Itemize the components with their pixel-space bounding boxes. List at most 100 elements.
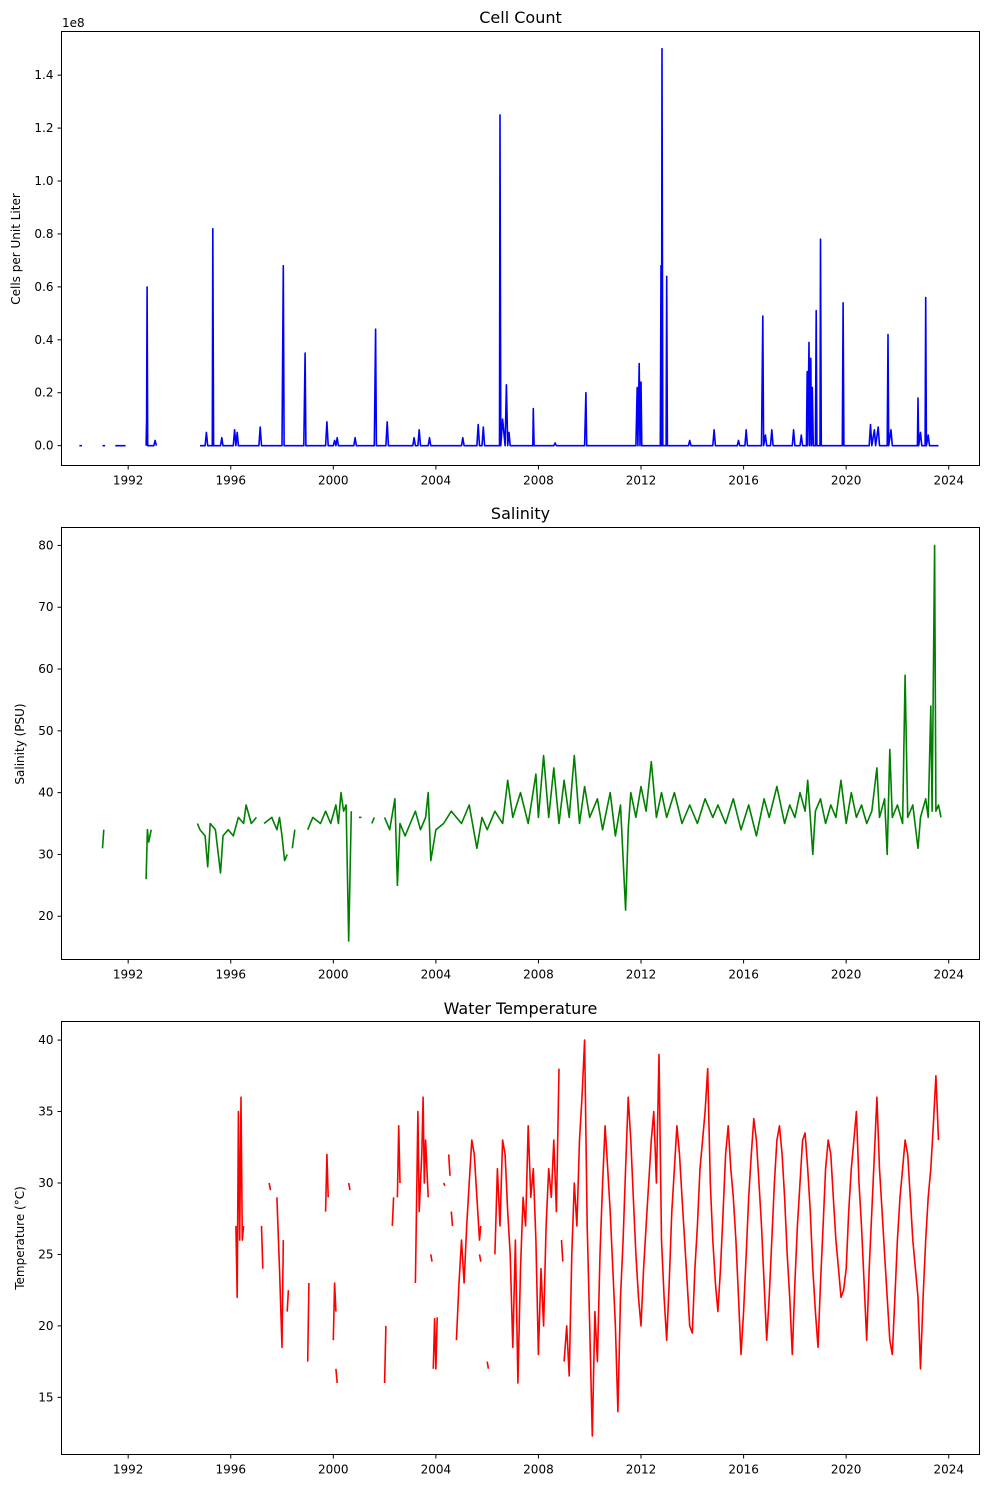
series-line (263, 816, 288, 862)
x-tick-label: 2008 (523, 474, 554, 488)
x-tick-label: 1996 (215, 1463, 246, 1477)
y-tick-label: 1.0 (34, 174, 53, 188)
x-tick-label: 2020 (831, 1463, 862, 1477)
series-line (486, 1361, 490, 1369)
series-line (306, 1282, 310, 1362)
series-line (494, 1068, 560, 1384)
y-tick-label: 35 (38, 1105, 53, 1119)
y-tick-label: 40 (38, 786, 53, 800)
x-tick-label: 2020 (831, 968, 862, 982)
series-line (286, 1290, 290, 1312)
x-tick-label: 2024 (933, 1463, 964, 1477)
x-tick-label: 2024 (933, 968, 964, 982)
x-tick-label: 2004 (421, 968, 452, 982)
series-line (478, 1254, 482, 1262)
x-tick-label: 1996 (215, 968, 246, 982)
series-line (145, 286, 158, 447)
series-line (196, 804, 258, 874)
series-line (447, 1154, 451, 1176)
series-line (560, 1240, 564, 1262)
y-tick-label: 30 (38, 1176, 53, 1190)
x-tick-label: 2000 (318, 1463, 349, 1477)
y-tick-label: 1.2 (34, 121, 53, 135)
axis-ticks: 1992 1996 2000 2004 2008 2012 2016 2020 2024 15 20… (38, 1033, 964, 1476)
series-line (268, 1182, 272, 1191)
x-tick-label: 2004 (421, 474, 452, 488)
y-tick-label: 20 (38, 909, 53, 923)
axis-ticks: 1992 1996 2000 2004 2008 2012 2016 2020 2024 0.0 0… (34, 68, 964, 487)
y-tick-label: 50 (38, 724, 53, 738)
chart-title: Water Temperature (444, 999, 598, 1018)
chart-title: Cell Count (479, 8, 562, 27)
series-line (276, 1197, 285, 1349)
x-tick-label: 2020 (831, 474, 862, 488)
x-tick-label: 2000 (318, 968, 349, 982)
y-tick-label: 0.4 (34, 333, 53, 347)
series-line (200, 47, 939, 447)
y-tick-label: 1.4 (34, 68, 53, 82)
series-line (455, 1139, 482, 1341)
x-tick-label: 2016 (728, 1463, 759, 1477)
series-line (450, 1211, 454, 1226)
series-line (563, 1039, 940, 1437)
series-line (260, 1225, 264, 1269)
series-line (414, 1096, 429, 1284)
plot-frame (61, 527, 980, 960)
x-tick-label: 2016 (728, 968, 759, 982)
chart-title: Salinity (491, 504, 550, 523)
x-tick-label: 2012 (626, 1463, 657, 1477)
axis-ticks: 1992 1996 2000 2004 2008 2012 2016 2020 2024 20 30… (38, 538, 964, 981)
series-line (396, 1125, 401, 1198)
series-line (391, 1197, 395, 1226)
x-tick-label: 2000 (318, 474, 349, 488)
x-tick-label: 1992 (113, 1463, 144, 1477)
y-axis-label: Cells per Unit Liter (9, 193, 23, 305)
y-axis-label: Temperature (°C) (13, 1186, 27, 1291)
x-tick-label: 2016 (728, 474, 759, 488)
y-tick-label: 60 (38, 662, 53, 676)
offset-label: 1e8 (62, 16, 85, 30)
series-line (371, 817, 376, 824)
y-tick-label: 0.0 (34, 439, 53, 453)
y-tick-label: 20 (38, 1319, 53, 1333)
series-line (442, 1182, 446, 1187)
y-tick-label: 30 (38, 847, 53, 861)
series-line (235, 1096, 245, 1299)
x-tick-label: 1992 (113, 968, 144, 982)
y-tick-label: 0.8 (34, 227, 53, 241)
series-line (347, 1182, 351, 1191)
series-line (383, 1325, 387, 1384)
series (101, 544, 942, 942)
panel-cell-count: Cell Count 1e8 Cells per Unit Liter 1992… (9, 8, 980, 488)
series-line (306, 791, 353, 942)
y-tick-label: 40 (38, 1033, 53, 1047)
series-line (430, 1254, 433, 1262)
series-line (291, 829, 296, 849)
panel-water-temperature: Water Temperature Temperature (°C) 1992 1… (13, 999, 980, 1477)
y-tick-label: 70 (38, 600, 53, 614)
y-tick-label: 0.6 (34, 280, 53, 294)
y-tick-label: 80 (38, 538, 53, 552)
series-line (101, 829, 105, 849)
series-line (335, 1368, 338, 1384)
y-tick-label: 15 (38, 1390, 53, 1404)
series-line (324, 1153, 329, 1212)
series (235, 1039, 940, 1437)
x-tick-label: 2008 (523, 1463, 554, 1477)
y-tick-label: 25 (38, 1247, 53, 1261)
plot-frame (61, 1021, 980, 1455)
series-line (145, 828, 152, 880)
y-axis-label: Salinity (PSU) (13, 703, 27, 784)
x-tick-label: 1992 (113, 474, 144, 488)
series-line (383, 544, 942, 911)
x-tick-label: 2012 (626, 474, 657, 488)
x-tick-label: 2004 (421, 1463, 452, 1477)
x-tick-label: 2024 (933, 474, 964, 488)
x-tick-label: 1996 (215, 474, 246, 488)
x-tick-label: 2012 (626, 968, 657, 982)
y-tick-label: 0.2 (34, 386, 53, 400)
series-line (332, 1282, 337, 1341)
series-line (432, 1317, 438, 1370)
series (79, 47, 939, 447)
